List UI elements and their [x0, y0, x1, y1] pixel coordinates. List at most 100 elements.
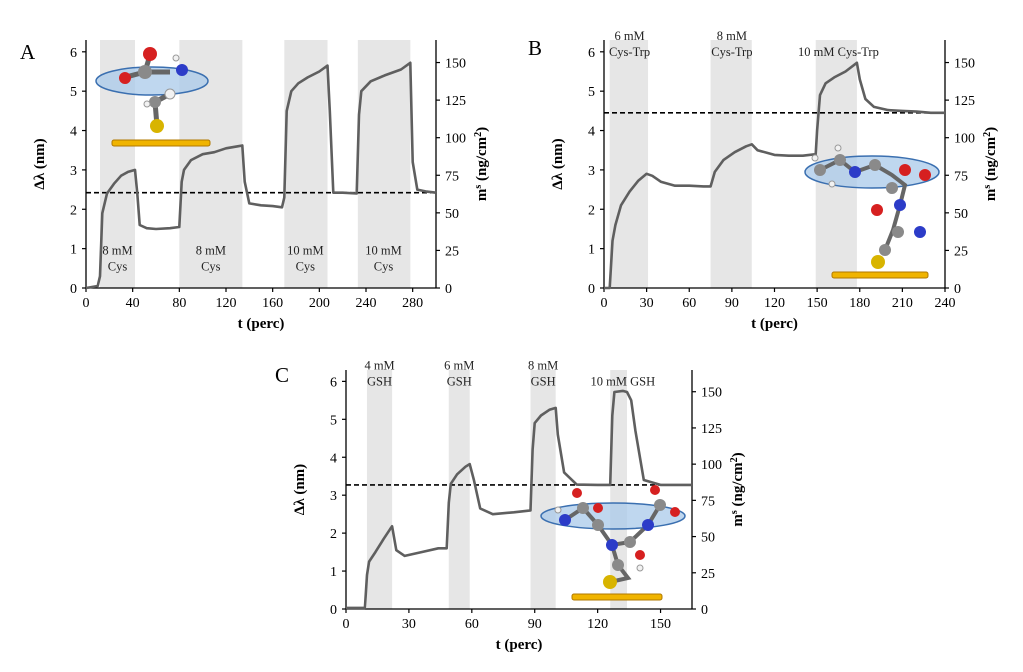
- x-tick-label: 120: [764, 296, 785, 311]
- injection-window-band: [284, 40, 328, 288]
- gold-surface: [571, 593, 663, 601]
- y-right-label-sup: 2: [473, 132, 484, 137]
- y-left-tick-label: 5: [588, 85, 595, 100]
- hydrogen-atom: [554, 506, 562, 514]
- x-tick-label: 40: [126, 296, 140, 311]
- carbon-atom: [886, 182, 898, 194]
- oxygen-atom: [871, 204, 883, 216]
- chart-panel-b: 0 30 60 90 120 150 180 210 240012345602550751001…: [550, 29, 999, 332]
- y-left-tick-label: 2: [588, 203, 595, 218]
- x-tick-label: 90: [725, 296, 739, 311]
- x-tick-label: 150: [807, 296, 828, 311]
- y-left-tick-label: 6: [588, 46, 595, 61]
- carbon-atom: [834, 154, 846, 166]
- y-left-tick-label: 5: [330, 413, 337, 428]
- concentration-annotation: 4 mM GSH: [364, 358, 394, 388]
- y-right-axis-label: ms (ng/cm2): [982, 127, 1000, 201]
- y-left-axis-label: Δλ (nm): [32, 138, 48, 189]
- injection-window-band: [710, 40, 752, 288]
- carbon-atom: [612, 559, 624, 571]
- carbon-atom: [577, 502, 589, 514]
- annotation-line: 8 mM: [717, 29, 747, 43]
- nitrogen-atom: [914, 226, 926, 238]
- oxygen-atom: [650, 485, 660, 495]
- annotation-line: 8 mM: [102, 243, 132, 257]
- y-right-tick-label: 0: [954, 282, 961, 297]
- injection-window-band: [448, 370, 470, 609]
- chart-panel-a: 0 40 80 120 160 200 240 280 0 1 2 3 4 5 6 0 25 50 75 100 125…: [32, 40, 490, 332]
- y-left-tick-label: 1: [70, 243, 77, 258]
- x-tick-label: 80: [172, 296, 186, 311]
- delta-lambda-series-line: [604, 61, 945, 290]
- x-axis-label: t (perc): [238, 316, 285, 332]
- panel-label-c: C: [275, 363, 289, 387]
- oxygen-atom: [143, 47, 157, 61]
- concentration-annotation: 8 mM Cys: [196, 243, 226, 273]
- concentration-annotation: 10 mM Cys-Trp: [798, 45, 879, 59]
- carbon-atom: [138, 65, 152, 79]
- x-tick-label: 180: [849, 296, 870, 311]
- cys-molecule-illustration: [95, 47, 211, 147]
- y-left-tick-label: 2: [330, 527, 337, 542]
- x-tick-label: 0: [83, 296, 90, 311]
- x-tick-label: 160: [262, 296, 283, 311]
- hydrogen-atom: [828, 180, 836, 188]
- annotation-line: GSH: [531, 374, 556, 388]
- y-right-tick-label: 0: [701, 603, 708, 618]
- injection-window-band: [609, 40, 649, 288]
- annotation-line: Cys: [296, 259, 316, 273]
- oxygen-atom: [119, 72, 131, 84]
- sulfur-atom: [603, 575, 617, 589]
- hydrogen-atom: [164, 88, 176, 100]
- y-right-label-sup: 2: [729, 457, 740, 462]
- annotation-line: GSH: [367, 374, 392, 388]
- y-right-label-sup: s: [729, 510, 740, 514]
- x-tick-label: 240: [356, 296, 377, 311]
- y-right-tick-label: 100: [954, 132, 975, 147]
- annotation-line: 8 mM: [528, 358, 558, 372]
- y-left-tick-label: 6: [330, 375, 337, 390]
- y-left-tick-label: 1: [330, 565, 337, 580]
- annotation-line: 6 mM: [444, 358, 474, 372]
- y-left-tick-label: 2: [70, 203, 77, 218]
- annotation-line: 8 mM: [196, 243, 226, 257]
- concentration-annotation: 8 mM Cys-Trp: [711, 29, 752, 59]
- x-tick-label: 0: [601, 296, 608, 311]
- panel-label-a: A: [20, 40, 36, 64]
- nitrogen-atom: [606, 539, 618, 551]
- concentration-annotation: 10 mM Cys: [287, 243, 323, 273]
- concentration-annotation: 6 mM Cys-Trp: [609, 29, 650, 59]
- annotation-line: GSH: [447, 374, 472, 388]
- y-left-tick-label: 0: [330, 603, 337, 618]
- concentration-annotation: 8 mM GSH: [528, 358, 558, 388]
- nitrogen-atom: [176, 64, 188, 76]
- y-left-tick-label: 4: [70, 125, 77, 140]
- oxygen-atom: [670, 507, 680, 517]
- oxygen-atom: [572, 488, 582, 498]
- injection-window-band: [530, 370, 556, 609]
- y-right-label-sup: s: [473, 185, 484, 189]
- y-left-tick-label: 5: [70, 85, 77, 100]
- gold-surface: [111, 139, 211, 147]
- y-right-label-part: ): [983, 127, 999, 132]
- y-right-tick-label: 100: [701, 458, 722, 473]
- x-tick-label: 120: [587, 617, 608, 632]
- carbon-atom: [624, 536, 636, 548]
- y-left-tick-label: 4: [330, 451, 337, 466]
- y-left-tick-label: 1: [588, 243, 595, 258]
- y-right-label-sup: s: [982, 185, 993, 189]
- y-right-tick-label: 125: [701, 422, 722, 437]
- x-tick-label: 200: [309, 296, 330, 311]
- y-left-axis-label: Δλ (nm): [292, 464, 308, 515]
- annotation-line: 10 mM: [365, 243, 401, 257]
- injection-window-band: [366, 370, 393, 609]
- x-tick-label: 0: [343, 617, 350, 632]
- cys-trp-molecule-illustration: [804, 144, 940, 279]
- annotation-line: Cys: [374, 259, 394, 273]
- oxygen-atom: [899, 164, 911, 176]
- annotation-line: Cys-Trp: [711, 45, 752, 59]
- carbon-atom: [869, 159, 881, 171]
- panel-label-b: B: [528, 36, 542, 60]
